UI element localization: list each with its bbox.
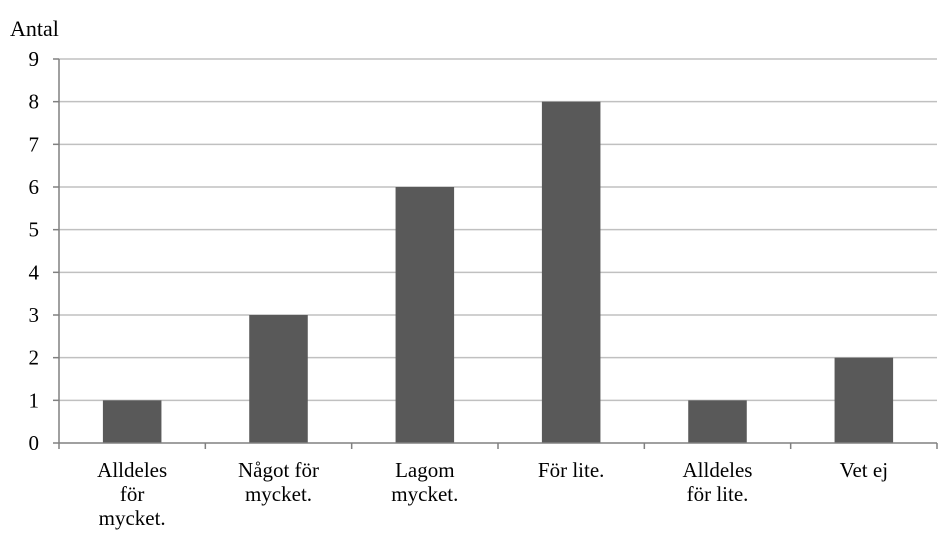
x-category-label: Något för mycket. [238, 458, 319, 506]
x-category-labels: Alldeles för mycket. Något för mycket. Lagom m… [97, 458, 888, 530]
x-category-label: Alldeles för lite. [683, 458, 753, 506]
y-tick-label: 8 [29, 90, 40, 114]
x-category-label: Lagom mycket. [391, 458, 458, 506]
y-axis-label: Antal [10, 16, 59, 41]
y-tick-label: 2 [29, 346, 40, 370]
y-tick-label: 7 [29, 132, 40, 156]
x-category-label: För lite. [538, 458, 605, 482]
y-tick-label: 3 [29, 303, 40, 327]
y-tick-label: 0 [29, 431, 40, 455]
x-category-label: Vet ej [840, 458, 888, 482]
gridlines [59, 58, 937, 402]
x-category-label: Alldeles för mycket. [97, 458, 167, 530]
y-tick-label: 9 [29, 47, 40, 71]
bar [541, 101, 601, 444]
bar [395, 187, 455, 443]
y-tick-label: 6 [29, 175, 40, 199]
bar [249, 315, 308, 443]
y-tick-label: 5 [29, 218, 40, 242]
axes [53, 58, 938, 449]
y-tick-label: 1 [29, 388, 40, 412]
bars [102, 101, 894, 444]
bar [102, 400, 162, 443]
y-tick-label: 4 [29, 260, 40, 284]
y-tick-labels: 0 1 2 3 4 5 6 7 8 9 [29, 47, 40, 455]
bar [834, 357, 894, 443]
bar [688, 400, 747, 443]
